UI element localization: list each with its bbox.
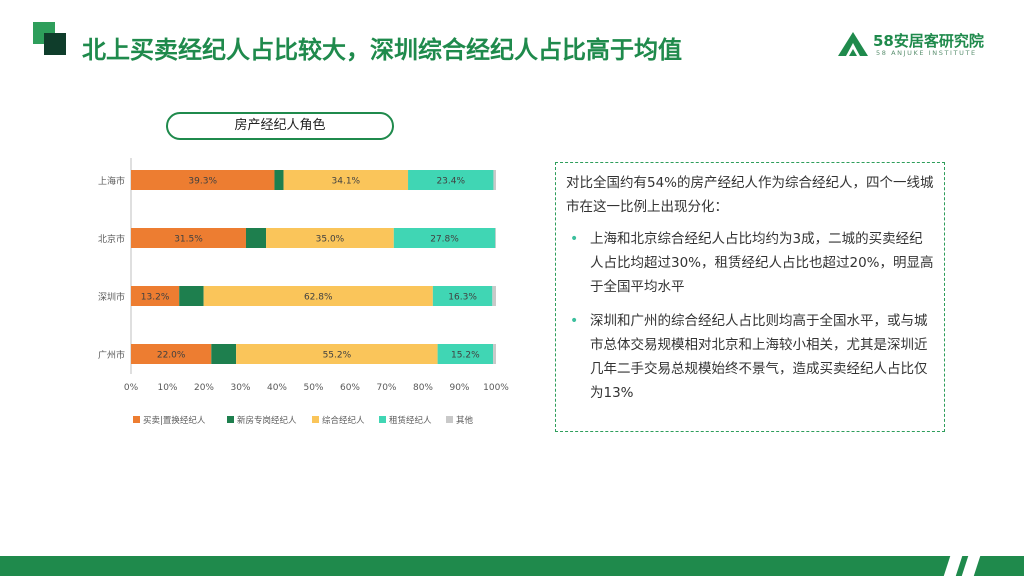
- legend-label: 综合经纪人: [322, 415, 365, 426]
- x-tick-label: 30%: [230, 383, 250, 393]
- data-label: 35.0%: [316, 235, 345, 245]
- bar-segment: [131, 170, 275, 190]
- data-label: 13.2%: [141, 293, 170, 303]
- x-tick-label: 90%: [449, 383, 469, 393]
- data-label: 55.2%: [323, 351, 352, 361]
- data-label: 34.1%: [332, 177, 361, 187]
- x-tick-label: 40%: [267, 383, 287, 393]
- legend-label: 租赁经纪人: [389, 415, 432, 426]
- category-label: 北京市: [98, 233, 125, 245]
- data-label: 39.3%: [188, 177, 217, 187]
- category-label: 深圳市: [98, 291, 125, 303]
- data-label: 23.4%: [436, 177, 465, 187]
- stacked-bar-chart: 上海市 39.3% 34.1% 23.4% 北京市 31.5% 35.0% 27.8% 深圳市 1…: [98, 158, 509, 426]
- legend-swatch: [133, 416, 140, 423]
- legend-swatch: [379, 416, 386, 423]
- bar-segment: [131, 228, 246, 248]
- legend-label: 新房专岗经纪人: [237, 415, 297, 426]
- data-label: 27.8%: [430, 235, 459, 245]
- bullet-text: 上海和北京综合经纪人占比均约为3成，二城的买卖经纪人占比均超过30%，租赁经纪人…: [590, 231, 934, 295]
- bar-segment: [408, 170, 494, 190]
- data-label: 22.0%: [157, 351, 186, 361]
- category-label: 上海市: [98, 175, 125, 187]
- bar-segment: [203, 286, 433, 306]
- legend-swatch: [227, 416, 234, 423]
- chart-title-pill: 房产经纪人角色: [166, 112, 394, 140]
- bar-segment: [266, 228, 394, 248]
- bar-segment: [493, 344, 496, 364]
- data-label: 62.8%: [304, 293, 333, 303]
- bar-segment: [211, 344, 237, 364]
- institute-logo: 58安居客研究院 58 ANJUKE INSTITUTE: [838, 29, 998, 65]
- x-tick-label: 50%: [303, 383, 323, 393]
- analysis-bullet: • 深圳和广州的综合经纪人占比则均高于全国水平，或与城市总体交易规模相对北京和上…: [566, 309, 934, 405]
- title-accent-square-dark: [44, 33, 66, 55]
- x-tick-label: 70%: [376, 383, 396, 393]
- bullet-text: 深圳和广州的综合经纪人占比则均高于全国水平，或与城市总体交易规模相对北京和上海较…: [590, 313, 928, 401]
- bar-segment: [495, 228, 496, 248]
- bar-segment: [236, 344, 438, 364]
- x-tick-label: 80%: [413, 383, 433, 393]
- bar-segment: [493, 170, 496, 190]
- x-tick-label: 20%: [194, 383, 214, 393]
- data-label: 31.5%: [174, 235, 203, 245]
- bullet-icon: •: [570, 313, 579, 329]
- bar-segment: [274, 170, 284, 190]
- analysis-textbox: 对比全国约有54%的房产经纪人作为综合经纪人，四个一线城市在这一比例上出现分化：…: [555, 162, 945, 432]
- data-label: 15.2%: [451, 351, 480, 361]
- legend-swatch: [312, 416, 319, 423]
- bullet-icon: •: [570, 231, 579, 247]
- logo-name-en: 58 ANJUKE INSTITUTE: [876, 49, 977, 57]
- logo-mark-icon: [838, 32, 868, 56]
- x-tick-label: 0%: [124, 383, 139, 393]
- logo-name-cn: 58安居客研究院: [873, 32, 984, 50]
- footer-bar: [0, 556, 1024, 576]
- bar-segment: [437, 344, 494, 364]
- category-label: 广州市: [98, 349, 125, 361]
- legend-label: 其他: [456, 415, 474, 426]
- bar-segment: [179, 286, 204, 306]
- bar-segment: [131, 344, 212, 364]
- bar-segment: [245, 228, 267, 248]
- analysis-intro: 对比全国约有54%的房产经纪人作为综合经纪人，四个一线城市在这一比例上出现分化：: [566, 175, 934, 215]
- bar-segment: [492, 286, 496, 306]
- bar-segment: [131, 286, 180, 306]
- slide-title: 北上买卖经纪人占比较大，深圳综合经纪人占比高于均值: [82, 36, 682, 64]
- analysis-bullet: • 上海和北京综合经纪人占比均约为3成，二城的买卖经纪人占比均超过30%，租赁经…: [566, 227, 934, 299]
- legend-swatch: [446, 416, 453, 423]
- x-tick-label: 100%: [483, 383, 509, 393]
- bar-segment: [432, 286, 493, 306]
- data-label: 16.3%: [448, 293, 477, 303]
- x-tick-label: 10%: [157, 383, 177, 393]
- x-tick-label: 60%: [340, 383, 360, 393]
- legend-label: 买卖|置换经纪人: [143, 415, 206, 426]
- bar-segment: [283, 170, 409, 190]
- bar-segment: [393, 228, 496, 248]
